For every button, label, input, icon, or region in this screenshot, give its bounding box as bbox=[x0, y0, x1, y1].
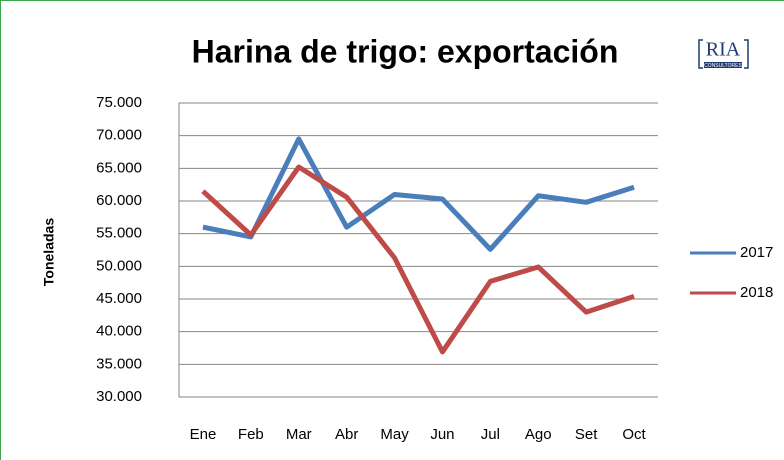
y-tick-label: 65.000 bbox=[96, 159, 142, 176]
x-tick-label: Abr bbox=[335, 426, 358, 443]
chart-title: Harina de trigo: exportación bbox=[192, 33, 619, 69]
logo-subtitle: CONSULTORES bbox=[704, 63, 742, 69]
y-tick-label: 35.000 bbox=[96, 355, 142, 372]
y-tick-label: 50.000 bbox=[96, 257, 142, 274]
x-tick-label: Jun bbox=[430, 426, 454, 443]
y-tick-label: 45.000 bbox=[96, 290, 142, 307]
y-tick-label: 70.000 bbox=[96, 127, 142, 144]
logo-band bbox=[704, 62, 742, 68]
logo-bracket bbox=[698, 39, 749, 69]
x-tick-label: Ago bbox=[525, 426, 552, 443]
y-tick-label: 60.000 bbox=[96, 192, 142, 209]
x-tick-label: Feb bbox=[238, 426, 264, 443]
legend-label: 2017 bbox=[740, 244, 773, 261]
x-tick-label: May bbox=[380, 426, 409, 443]
x-tick-label: Mar bbox=[286, 426, 312, 443]
x-tick-label: Oct bbox=[622, 426, 646, 443]
legend-label: 2018 bbox=[740, 284, 773, 301]
y-tick-label: 55.000 bbox=[96, 225, 142, 242]
logo: RIA CONSULTORES bbox=[698, 39, 749, 69]
y-tick-label: 75.000 bbox=[96, 94, 142, 111]
logo-name: RIA bbox=[706, 39, 741, 61]
x-tick-label: Ene bbox=[190, 426, 217, 443]
series-line bbox=[202, 136, 635, 252]
y-axis-label: Toneladas bbox=[41, 218, 57, 286]
x-tick-label: Set bbox=[575, 426, 598, 443]
y-tick-label: 40.000 bbox=[96, 323, 142, 340]
series-line bbox=[201, 164, 635, 355]
y-tick-label: 30.000 bbox=[96, 388, 142, 405]
x-tick-label: Jul bbox=[481, 426, 500, 443]
